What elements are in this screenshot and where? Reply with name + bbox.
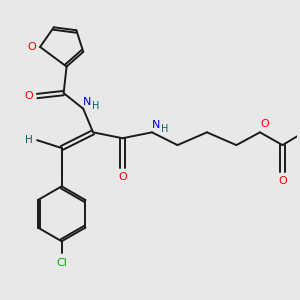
Text: O: O: [24, 91, 33, 101]
Text: N: N: [83, 97, 92, 107]
Text: Cl: Cl: [56, 258, 67, 268]
Text: O: O: [118, 172, 127, 182]
Text: O: O: [278, 176, 287, 186]
Text: O: O: [260, 119, 269, 130]
Text: H: H: [92, 101, 100, 111]
Text: N: N: [152, 121, 160, 130]
Text: H: H: [26, 135, 33, 145]
Text: O: O: [28, 42, 37, 52]
Text: H: H: [161, 124, 168, 134]
